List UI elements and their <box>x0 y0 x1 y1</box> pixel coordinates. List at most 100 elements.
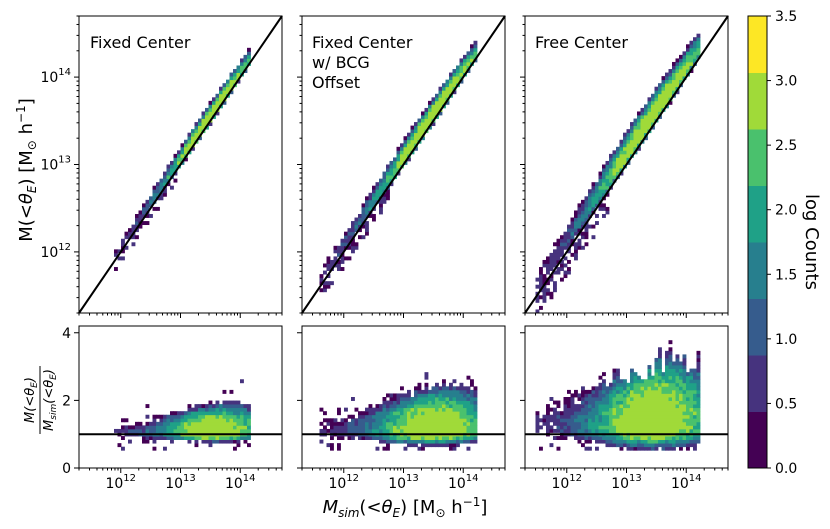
heatmap-cell <box>222 400 227 405</box>
heatmap-cell <box>470 44 474 49</box>
heatmap-cell <box>661 90 666 95</box>
heatmap-cell <box>149 199 153 204</box>
heatmap-cell <box>591 203 596 208</box>
heatmap-cell <box>644 418 648 423</box>
heatmap-cell <box>595 397 599 401</box>
heatmap-cell <box>584 231 589 236</box>
heatmap-cell <box>588 214 592 218</box>
heatmap-cell <box>665 354 669 359</box>
heatmap-cell <box>170 436 174 440</box>
heatmap-cell <box>640 414 645 419</box>
heatmap-cell <box>212 418 216 423</box>
heatmap-cell <box>187 421 192 426</box>
heatmap-cell <box>337 428 341 433</box>
heatmap-cell <box>323 288 327 293</box>
heatmap-cell <box>159 418 164 423</box>
heatmap-cell <box>375 407 380 412</box>
heatmap-cell <box>358 414 362 419</box>
heatmap-cell <box>386 404 390 409</box>
heatmap-cell <box>637 446 641 451</box>
tick-label: 1012 <box>551 473 582 492</box>
heatmap-cell <box>226 83 230 88</box>
heatmap-cell <box>424 389 429 394</box>
heatmap-cell <box>581 411 585 416</box>
heatmap-cell <box>156 182 160 187</box>
heatmap-cell <box>452 386 457 391</box>
heatmap-cell <box>354 221 359 226</box>
heatmap-cell <box>672 382 676 387</box>
heatmap-cell <box>428 389 432 394</box>
heatmap-cell <box>152 425 157 430</box>
heatmap-cell <box>661 446 666 451</box>
heatmap-cell <box>619 421 624 426</box>
heatmap-cell <box>424 386 429 391</box>
heatmap-cell <box>121 436 125 440</box>
heatmap-cell <box>121 428 125 433</box>
heatmap-cell <box>368 407 373 412</box>
heatmap-cell <box>198 122 202 127</box>
heatmap-cell <box>393 428 397 433</box>
heatmap-cell <box>142 206 146 211</box>
heatmap-cell <box>463 397 467 401</box>
heatmap-cell <box>584 228 589 233</box>
colorbar-tick-label: 3.0 <box>775 74 797 90</box>
heatmap-cell <box>616 393 620 398</box>
heatmap-cell <box>435 382 439 387</box>
heatmap-cell <box>184 411 188 416</box>
heatmap-cell <box>644 118 648 123</box>
heatmap-cell <box>219 411 223 416</box>
heatmap-cell <box>379 436 383 440</box>
heatmap-cell <box>438 393 443 398</box>
heatmap-cell <box>191 425 195 430</box>
heatmap-cell <box>403 143 408 148</box>
heatmap-cell <box>682 393 687 398</box>
heatmap-cell <box>647 418 652 423</box>
heatmap-cell <box>640 379 645 384</box>
heatmap-cell <box>400 397 404 401</box>
heatmap-cell <box>393 418 397 423</box>
heatmap-cell <box>682 411 687 416</box>
heatmap-cell <box>602 389 606 394</box>
heatmap-cell <box>233 436 237 440</box>
heatmap-cell <box>445 404 450 409</box>
heatmap-cell <box>368 421 373 426</box>
heatmap-cell <box>414 136 418 141</box>
heatmap-cell <box>644 386 648 391</box>
heatmap-cell <box>124 425 129 430</box>
heatmap-cell <box>679 361 683 366</box>
heatmap-cell <box>598 389 603 394</box>
axis-ticks <box>520 332 729 473</box>
heatmap-cell <box>619 404 624 409</box>
heatmap-cell <box>414 443 418 448</box>
heatmap-cell <box>630 439 634 444</box>
heatmap-cell <box>201 421 206 426</box>
heatmap-cell <box>449 418 453 423</box>
heatmap-cell <box>400 160 404 165</box>
heatmap-cell <box>347 238 352 243</box>
heatmap-cell <box>351 397 355 401</box>
heatmap-cell <box>247 428 251 433</box>
heatmap-cell <box>654 104 659 109</box>
heatmap-cell <box>612 160 617 165</box>
heatmap-cell <box>410 443 415 448</box>
heatmap-cell <box>654 407 659 412</box>
heatmap-cell <box>365 421 369 426</box>
heatmap-cell <box>647 97 652 102</box>
heatmap-cell <box>208 104 213 109</box>
heatmap-cell <box>233 69 237 73</box>
heatmap-cell <box>679 76 683 81</box>
heatmap-cell <box>626 421 631 426</box>
heatmap-cell <box>651 375 655 380</box>
heatmap-cell <box>623 153 627 158</box>
heatmap-cell <box>546 407 550 412</box>
one-to-one-line <box>524 15 729 314</box>
heatmap-cell <box>693 386 697 391</box>
heatmap-cell <box>187 143 192 148</box>
heatmap-cell <box>358 425 362 430</box>
heatmap-cell <box>114 249 118 254</box>
heatmap-cell <box>375 446 380 451</box>
heatmap-cell <box>595 214 599 218</box>
heatmap-cell <box>553 436 557 440</box>
heatmap-cell <box>386 446 390 451</box>
heatmap-cell <box>424 397 429 401</box>
